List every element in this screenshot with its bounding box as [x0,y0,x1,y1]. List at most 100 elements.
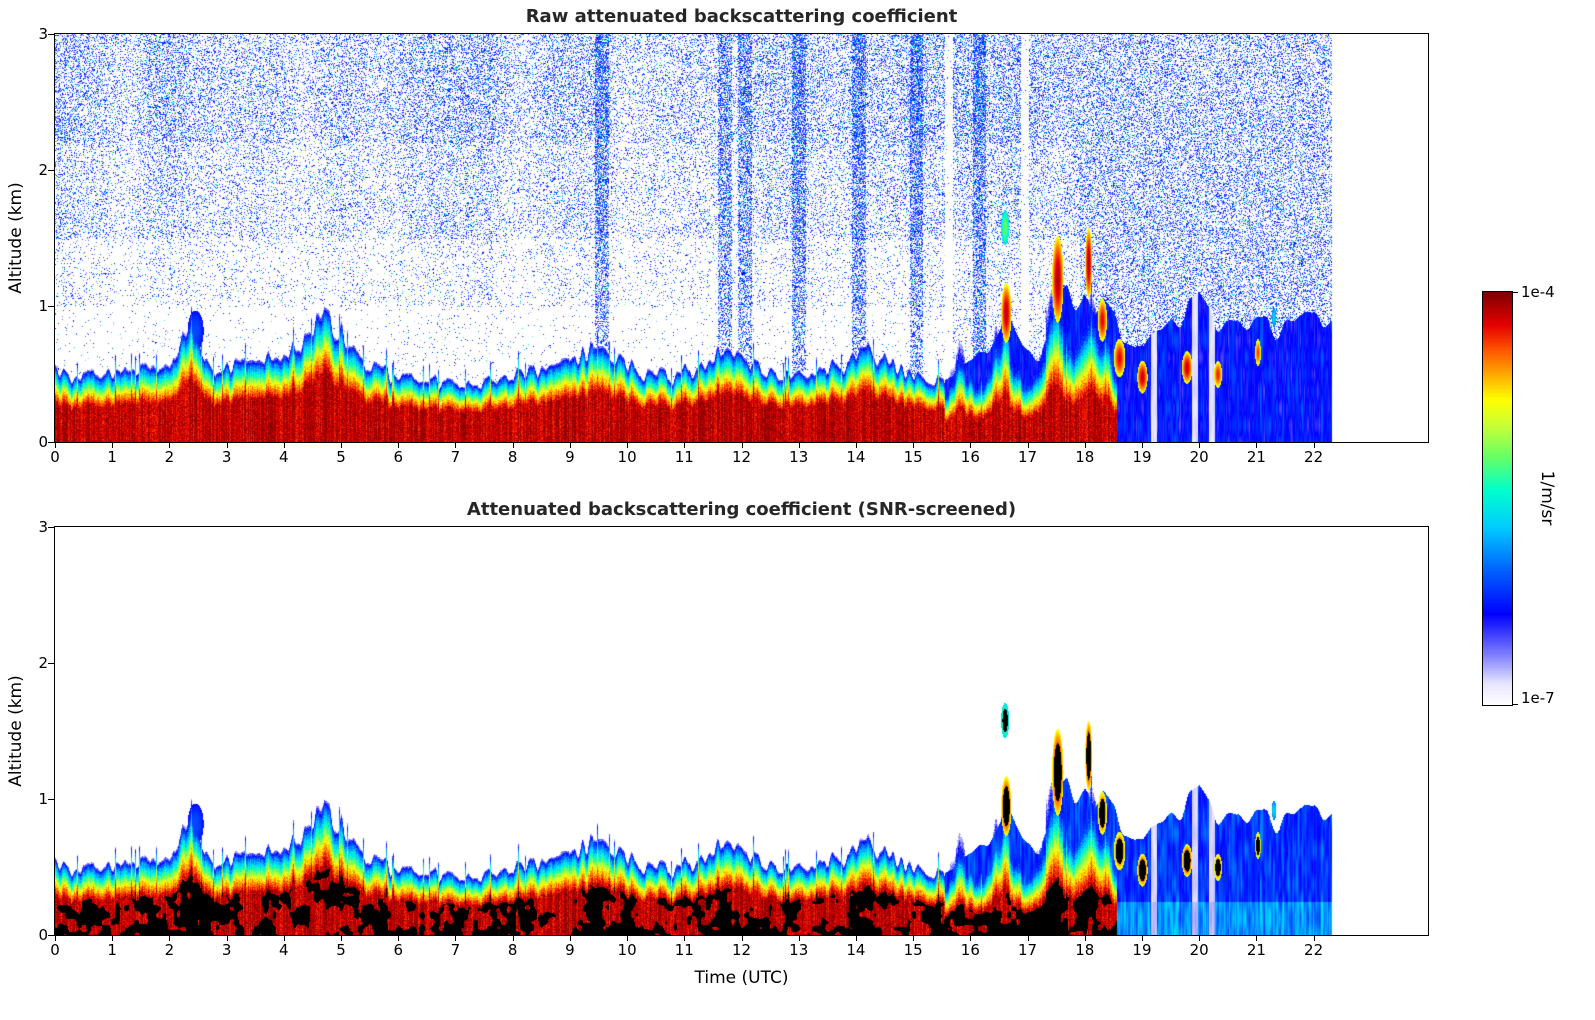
x-tick-label: 1 [107,941,117,959]
y-tick-label: 1 [38,297,48,315]
x-tick-label: 22 [1304,448,1324,466]
x-tick-mark [1256,936,1257,941]
y-tick-mark [48,799,54,800]
screened-heatmap-canvas [55,527,1428,935]
x-tick-label: 3 [221,941,232,959]
y-tick-label: 1 [38,790,48,808]
colorbar-border [1482,291,1513,706]
x-tick-mark [856,936,857,941]
y-tick-mark [48,442,54,443]
x-tick-label: 5 [336,941,346,959]
x-tick-label: 4 [279,448,289,466]
x-tick-label: 20 [1189,448,1209,466]
x-tick-mark [856,443,857,448]
colorbar-gradient [1483,292,1512,705]
x-tick-mark [1085,936,1086,941]
x-tick-mark [1199,443,1200,448]
x-tick-label: 11 [674,941,694,959]
x-tick-mark [341,936,342,941]
x-tick-label: 9 [565,448,575,466]
x-tick-mark [398,936,399,941]
raw-panel-ylabel: Altitude (km) [6,182,26,294]
x-tick-mark [970,936,971,941]
x-tick-label: 10 [617,941,637,959]
x-tick-mark [227,936,228,941]
x-tick-label: 10 [617,448,637,466]
x-tick-mark [684,936,685,941]
x-tick-mark [513,936,514,941]
x-tick-mark [112,443,113,448]
y-tick-mark [48,306,54,307]
x-tick-label: 22 [1304,941,1324,959]
y-tick-label: 0 [38,433,48,451]
screened-panel-title: Attenuated backscattering coefficient (S… [466,499,1017,520]
x-tick-label: 0 [50,941,60,959]
y-tick-mark [48,170,54,171]
x-tick-mark [455,936,456,941]
x-tick-label: 19 [1132,448,1152,466]
x-tick-label: 8 [507,941,518,959]
x-tick-label: 6 [393,448,404,466]
y-tick-mark [48,663,54,664]
x-tick-label: 7 [450,941,461,959]
x-tick-mark [799,443,800,448]
raw-panel-axes-border [54,33,1429,443]
x-tick-mark [913,936,914,941]
x-tick-label: 11 [674,448,694,466]
x-tick-label: 14 [846,448,866,466]
x-tick-label: 18 [1075,941,1095,959]
y-tick-label: 2 [38,654,48,672]
x-tick-mark [1142,936,1143,941]
x-tick-label: 15 [903,941,923,959]
colorbar-max-label: 1e-4 [1521,283,1555,301]
x-tick-label: 17 [1017,941,1038,959]
y-tick-mark [48,935,54,936]
x-tick-label: 16 [960,941,980,959]
x-tick-mark [570,936,571,941]
x-tick-label: 15 [903,448,923,466]
raw-heatmap-canvas [55,34,1428,442]
x-tick-label: 13 [789,448,809,466]
x-tick-mark [1199,936,1200,941]
x-tick-label: 6 [393,941,404,959]
x-tick-mark [169,936,170,941]
x-tick-label: 12 [731,448,752,466]
x-tick-mark [169,443,170,448]
x-tick-mark [970,443,971,448]
x-tick-label: 18 [1075,448,1095,466]
colorbar-max-tick [1513,292,1518,293]
x-tick-mark [455,443,456,448]
x-tick-label: 2 [164,941,175,959]
x-tick-label: 4 [279,941,289,959]
x-tick-mark [398,443,399,448]
x-tick-mark [55,936,56,941]
x-tick-mark [913,443,914,448]
y-tick-label: 2 [38,161,48,179]
x-tick-mark [284,936,285,941]
x-tick-label: 13 [789,941,809,959]
x-tick-label: 20 [1189,941,1209,959]
y-tick-mark [48,527,54,528]
x-tick-label: 7 [450,448,461,466]
x-tick-label: 5 [336,448,346,466]
x-tick-label: 21 [1246,448,1266,466]
colorbar-units-label: 1/m/sr [1537,470,1557,526]
x-tick-mark [570,443,571,448]
x-tick-mark [284,443,285,448]
x-tick-mark [1142,443,1143,448]
x-tick-label: 0 [50,448,60,466]
x-tick-label: 2 [164,448,175,466]
x-tick-mark [1028,936,1029,941]
x-tick-label: 17 [1017,448,1038,466]
y-tick-mark [48,34,54,35]
x-tick-label: 3 [221,448,232,466]
x-tick-label: 9 [565,941,575,959]
x-tick-mark [1256,443,1257,448]
x-tick-label: 19 [1132,941,1152,959]
colorbar-min-label: 1e-7 [1521,689,1555,707]
x-tick-mark [627,936,628,941]
x-tick-mark [1314,443,1315,448]
y-tick-label: 0 [38,926,48,944]
x-tick-mark [799,936,800,941]
